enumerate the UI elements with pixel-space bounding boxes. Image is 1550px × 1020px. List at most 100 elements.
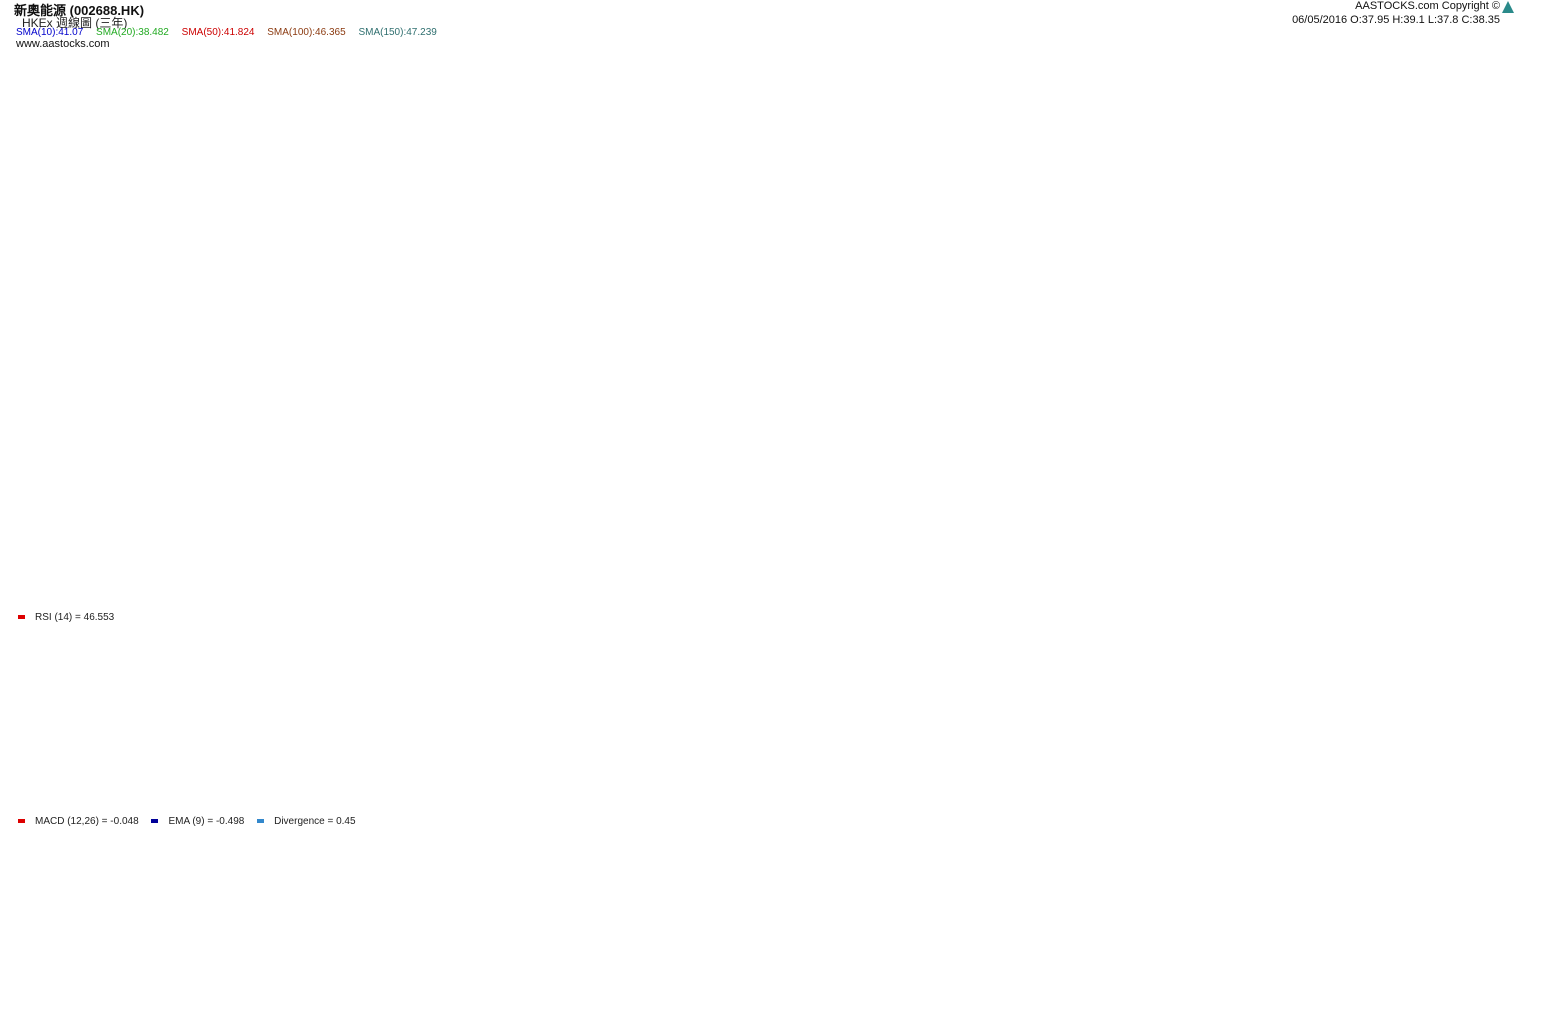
candle-body [128, 386, 135, 403]
volume-bar [1103, 575, 1107, 596]
candle-body [810, 308, 817, 347]
candle-body [1417, 469, 1424, 483]
volume-bar [1065, 520, 1069, 596]
volume-bar [1468, 520, 1472, 596]
candle-body [630, 124, 637, 150]
volume-bar [712, 520, 716, 596]
copyright-text: AASTOCKS.com Copyright © [1355, 0, 1500, 12]
candle-body [450, 169, 457, 183]
volume-bar [941, 538, 945, 596]
candle-body [314, 179, 321, 205]
candle-body [351, 188, 358, 198]
candle-body [1188, 390, 1195, 398]
volume-bar [167, 575, 171, 596]
candle-body [965, 199, 972, 206]
candle-body [159, 383, 166, 401]
candle-body [116, 371, 123, 382]
candle-body [153, 394, 160, 425]
volume-bar [1326, 575, 1330, 596]
candle-body [890, 163, 897, 186]
candle-body [1430, 459, 1437, 469]
candle-body [624, 111, 631, 127]
price-tick-label: 49.438 [1501, 234, 1532, 245]
candle-body [1225, 343, 1232, 387]
volume-bar [470, 557, 474, 596]
volume-bar [557, 557, 561, 596]
volume-bar [1109, 557, 1113, 596]
volume-bar [650, 502, 654, 596]
volume-bar [1022, 557, 1026, 596]
candle-body [1008, 215, 1015, 245]
volume-bar [1047, 557, 1051, 596]
candle-body [444, 178, 451, 187]
candle-body [1244, 304, 1251, 346]
candle-body [370, 220, 377, 241]
candle-body [785, 338, 792, 356]
volume-bar [179, 520, 183, 596]
rsi-tick-label: 50 [1501, 708, 1513, 719]
volume-bar [663, 538, 667, 596]
volume-bar [1214, 483, 1218, 596]
volume-bar [452, 520, 456, 596]
volume-bar [322, 575, 326, 596]
volume-bar [1227, 538, 1231, 596]
volume-bar [1096, 557, 1100, 596]
volume-bar [254, 520, 258, 596]
volume-bar [408, 538, 412, 596]
x-tick-label: 10 [219, 599, 231, 610]
candle-body [1101, 232, 1108, 244]
candle-body [376, 199, 383, 222]
volume-bar [142, 483, 146, 596]
volume-bar [1202, 520, 1206, 596]
volume-bar [551, 575, 555, 596]
rsi-legend: RSI (14) = 46.553 [18, 612, 124, 623]
candle-body [667, 262, 674, 267]
candle-body [568, 111, 575, 149]
volume-bar [266, 483, 270, 596]
volume-bar [1369, 557, 1373, 596]
candle-body [1002, 221, 1009, 224]
volume-bar [1010, 557, 1014, 596]
volume-bar [1072, 483, 1076, 596]
volume-bar [601, 502, 605, 596]
candle-body [388, 167, 395, 187]
candle-body [1020, 252, 1027, 277]
candle-body [1157, 336, 1164, 349]
volume-bar [1282, 557, 1286, 596]
volume-bar [1189, 557, 1193, 596]
candle-body [1405, 472, 1412, 495]
candle-body [419, 155, 426, 175]
candle-body [264, 274, 271, 277]
volume-bar [1034, 520, 1038, 596]
candle-body [915, 143, 922, 147]
volume-bar [439, 557, 443, 596]
volume-bar [545, 594, 549, 596]
volume-bar [1481, 483, 1485, 596]
volume-bar [780, 557, 784, 596]
price-tick-label: 45.138 [1501, 305, 1532, 316]
candle-body [60, 320, 67, 345]
volume-bar [706, 502, 710, 596]
candle-body [661, 238, 668, 264]
candle-body [1374, 445, 1381, 457]
volume-bar [278, 428, 282, 596]
volume-bar [935, 520, 939, 596]
volume-bar [68, 538, 72, 596]
volume-bar [1090, 538, 1094, 596]
volume-bar [625, 557, 629, 596]
candle-body [1089, 245, 1096, 263]
website-link[interactable]: www.aastocks.com [16, 38, 110, 50]
volume-bar [421, 538, 425, 596]
volume-bar [309, 538, 313, 596]
candle-body [1392, 462, 1399, 494]
volume-bar [718, 538, 722, 596]
volume-bar [1456, 557, 1460, 596]
candle-body [382, 189, 389, 199]
volume-bar [1375, 575, 1379, 596]
volume-bar [520, 520, 524, 596]
volume-bar [514, 538, 518, 596]
candle-body [773, 341, 780, 346]
volume-bar [1183, 575, 1187, 596]
price-tick-label: 38.688 [1501, 413, 1532, 424]
